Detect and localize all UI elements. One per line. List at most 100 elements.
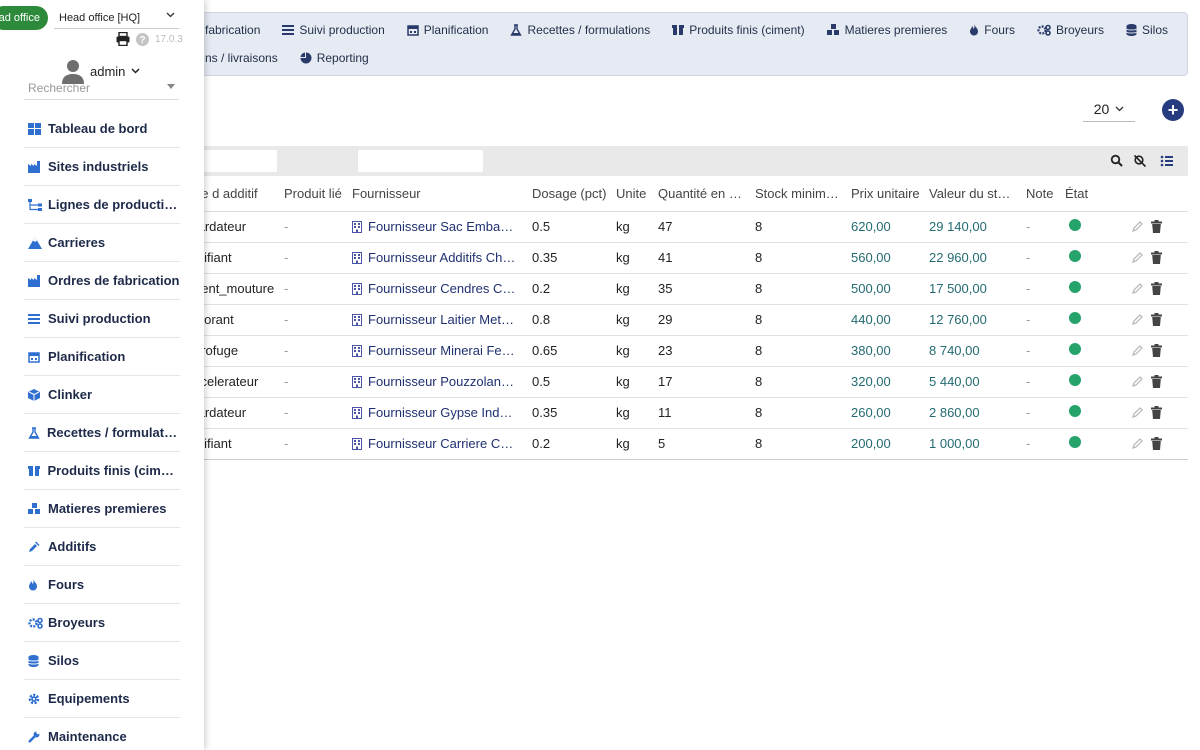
top-menu-item-silos[interactable]: Silos xyxy=(1126,23,1168,37)
supplier-link[interactable]: Fournisseur Gypse Indu… xyxy=(352,405,532,420)
entity-select[interactable]: Head office [HQ] xyxy=(54,8,179,29)
supplier-link[interactable]: Fournisseur Laitier Metal… xyxy=(352,312,532,327)
cell-dosage: 0.5 xyxy=(532,366,616,398)
sidebar-item-additifs[interactable]: Additifs xyxy=(24,528,180,566)
sidebar-item-maintenance[interactable]: Maintenance xyxy=(24,718,180,750)
entity-badge[interactable]: ad office xyxy=(0,6,48,30)
sidebar-item-label: Recettes / formulatio… xyxy=(47,425,180,440)
sidebar-item-planification[interactable]: Planification xyxy=(24,338,180,376)
supplier-link[interactable]: Fournisseur Carriere Cal… xyxy=(352,436,532,451)
edit-icon[interactable] xyxy=(1131,282,1144,295)
filter-input-fournisseur[interactable] xyxy=(358,150,483,172)
column-header-unite[interactable]: Unite xyxy=(616,176,658,212)
column-header-produit[interactable]: Produit lié xyxy=(284,176,352,212)
table-row[interactable]: gent_mouture - Fournisseur Cendres Ce… 0… xyxy=(150,273,1188,305)
table-row[interactable]: tardateur - Fournisseur Gypse Indu… 0.35… xyxy=(150,397,1188,429)
delete-icon[interactable] xyxy=(1151,220,1162,233)
top-menu-item-broyeurs[interactable]: Broyeurs xyxy=(1037,23,1104,37)
table-row[interactable]: idifiant - Fournisseur Additifs Chi… 0.3… xyxy=(150,242,1188,274)
fire-icon xyxy=(28,578,44,591)
delete-icon[interactable] xyxy=(1151,437,1162,450)
column-header-stock-min[interactable]: Stock minim… xyxy=(755,176,851,212)
sidebar-item-lignes-de-production[interactable]: Lignes de production xyxy=(24,186,180,224)
supplier-link[interactable]: Fournisseur Additifs Chi… xyxy=(352,250,532,265)
edit-icon[interactable] xyxy=(1131,344,1144,357)
table-row[interactable]: drofuge - Fournisseur Minerai Fer 4 0.65… xyxy=(150,335,1188,367)
cell-produit: - xyxy=(284,273,352,305)
top-menu-item-recettes[interactable]: Recettes / formulations xyxy=(510,23,650,37)
top-menu-item-suivi-production[interactable]: Suivi production xyxy=(282,23,385,37)
sidebar-item-label: Produits finis (ciment) xyxy=(47,463,180,478)
column-header-valeur[interactable]: Valeur du st… xyxy=(929,176,1026,212)
sidebar-item-equipements[interactable]: Equipements xyxy=(24,680,180,718)
edit-icon[interactable] xyxy=(1131,251,1144,264)
delete-icon[interactable] xyxy=(1151,406,1162,419)
cell-stock-min: 8 xyxy=(755,273,851,305)
user-menu[interactable]: admin xyxy=(62,58,140,84)
sidebar-item-suivi-production[interactable]: Suivi production xyxy=(24,300,180,338)
sidebar-item-produits-finis-ciment[interactable]: Produits finis (ciment) xyxy=(24,452,180,490)
sidebar-item-carrieres[interactable]: Carrieres xyxy=(24,224,180,262)
delete-icon[interactable] xyxy=(1151,344,1162,357)
top-menu-item-expeditions[interactable]: ns / livraisons xyxy=(205,51,278,65)
sidebar-item-fours[interactable]: Fours xyxy=(24,566,180,604)
edit-icon[interactable] xyxy=(1131,375,1144,388)
edit-icon[interactable] xyxy=(1131,437,1144,450)
supplier-name: Fournisseur Additifs Chi… xyxy=(368,250,516,265)
edit-icon[interactable] xyxy=(1131,406,1144,419)
top-menu-item-planification[interactable]: Planification xyxy=(407,23,488,37)
help-icon[interactable]: ? xyxy=(136,32,149,46)
cell-dosage: 0.2 xyxy=(532,428,616,460)
supplier-link[interactable]: Fournisseur Sac Emball… xyxy=(352,219,532,234)
print-icon[interactable] xyxy=(116,32,130,46)
additifs-table: pe d additif Produit lié Fournisseur Dos… xyxy=(150,176,1188,460)
menu-search-select[interactable]: Rechercher xyxy=(24,80,179,100)
table-row[interactable]: idifiant - Fournisseur Carriere Cal… 0.2… xyxy=(150,428,1188,460)
sidebar-item-broyeurs[interactable]: Broyeurs xyxy=(24,604,180,642)
sidebar-item-ordres-de-fabrication[interactable]: Ordres de fabrication xyxy=(24,262,180,300)
sidebar-item-label: Broyeurs xyxy=(48,615,106,630)
top-menu-item-fours[interactable]: Fours xyxy=(969,23,1015,37)
column-list-icon[interactable] xyxy=(1160,154,1174,168)
search-icon[interactable] xyxy=(1110,154,1124,168)
column-header-prix[interactable]: Prix unitaire xyxy=(851,176,929,212)
sidebar-item-silos[interactable]: Silos xyxy=(24,642,180,680)
top-menu-item-reporting[interactable]: Reporting xyxy=(300,51,369,65)
cell-unite: kg xyxy=(616,242,658,274)
supplier-link[interactable]: Fournisseur Pouzzolane … xyxy=(352,374,532,389)
delete-icon[interactable] xyxy=(1151,251,1162,264)
cell-dosage: 0.35 xyxy=(532,242,616,274)
sidebar-item-recettes-formulatio[interactable]: Recettes / formulatio… xyxy=(24,414,180,452)
cell-prix: 200,00 xyxy=(851,428,929,460)
delete-icon[interactable] xyxy=(1151,313,1162,326)
column-header-quantite[interactable]: Quantité en … xyxy=(658,176,755,212)
column-header-note[interactable]: Note xyxy=(1026,176,1065,212)
sidebar-item-tableau-de-bord[interactable]: Tableau de bord xyxy=(24,110,180,148)
top-menu-item-produits-finis[interactable]: Produits finis (ciment) xyxy=(672,23,805,37)
edit-icon[interactable] xyxy=(1131,220,1144,233)
sidebar-item-matieres-premieres[interactable]: Matieres premieres xyxy=(24,490,180,528)
table-row[interactable]: ccelerateur - Fournisseur Pouzzolane … 0… xyxy=(150,366,1188,398)
supplier-link[interactable]: Fournisseur Cendres Ce… xyxy=(352,281,532,296)
column-header-etat[interactable]: État xyxy=(1065,176,1123,212)
top-menu-item-fabrication[interactable]: fabrication xyxy=(205,23,260,37)
delete-icon[interactable] xyxy=(1151,282,1162,295)
supplier-link[interactable]: Fournisseur Minerai Fer 4 xyxy=(352,343,532,358)
top-menu-item-matieres-premieres[interactable]: Matieres premieres xyxy=(826,23,947,37)
sidebar-item-clinker[interactable]: Clinker xyxy=(24,376,180,414)
cell-prix: 440,00 xyxy=(851,304,929,336)
clear-filter-icon[interactable] xyxy=(1133,154,1147,168)
chevron-down-icon xyxy=(1115,106,1124,111)
status-dot xyxy=(1069,374,1081,386)
column-header-fournisseur[interactable]: Fournisseur xyxy=(352,176,532,212)
table-row[interactable]: tardateur - Fournisseur Sac Emball… 0.5 … xyxy=(150,211,1188,243)
sidebar-item-sites-industriels[interactable]: Sites industriels xyxy=(24,148,180,186)
delete-icon[interactable] xyxy=(1151,375,1162,388)
page-size-select[interactable]: 20 xyxy=(1083,96,1135,122)
add-record-button[interactable]: + xyxy=(1162,99,1184,121)
edit-icon[interactable] xyxy=(1131,313,1144,326)
table-row[interactable]: olorant - Fournisseur Laitier Metal… 0.8… xyxy=(150,304,1188,336)
cell-etat xyxy=(1065,397,1123,429)
column-header-dosage[interactable]: Dosage (pct) xyxy=(532,176,616,212)
cell-stock-min: 8 xyxy=(755,211,851,243)
